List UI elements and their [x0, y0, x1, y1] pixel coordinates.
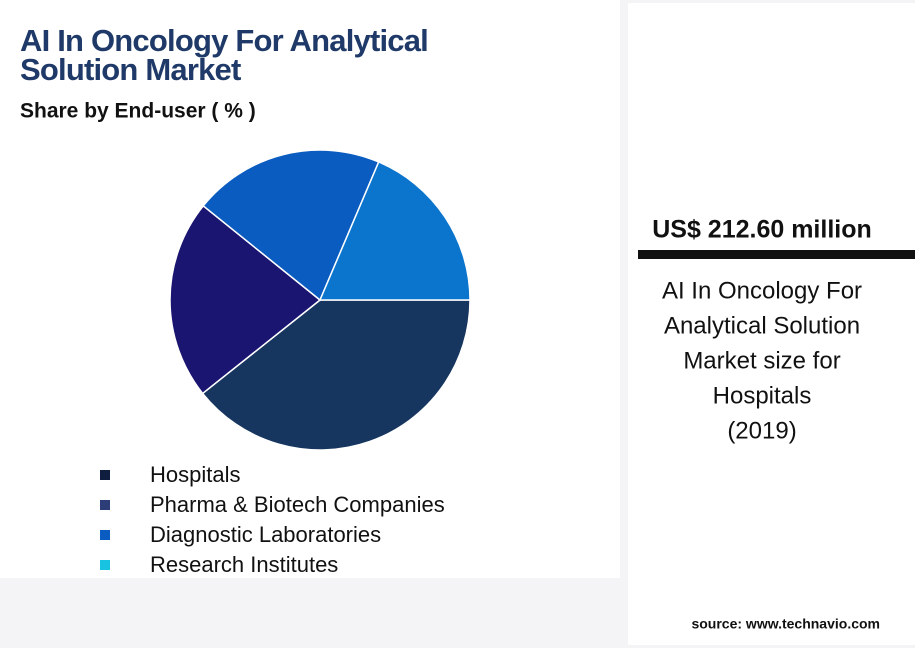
highlight-description: Market size for [683, 347, 840, 374]
highlight-description: AI In Oncology For [662, 277, 862, 304]
legend-label: Research Institutes [150, 552, 338, 577]
right-panel [628, 3, 915, 645]
legend-label: Diagnostic Laboratories [150, 522, 381, 547]
pie-slice [202, 149, 380, 302]
divider-bar [638, 250, 915, 259]
pie-slice [318, 160, 471, 301]
legend-label: Hospitals [150, 462, 240, 487]
chart-title: AI In Oncology For Analytical [20, 23, 428, 58]
source: source: www.technavio.com [691, 616, 880, 632]
chart-title: Solution Market [20, 52, 241, 87]
pie-slice [201, 299, 471, 451]
highlight-description: (2019) [727, 417, 796, 444]
legend-swatch [100, 500, 110, 510]
legend-label: Pharma & Biotech Companies [150, 492, 445, 517]
highlight-description: Analytical Solution [664, 312, 860, 339]
legend-swatch [100, 470, 110, 480]
legend-swatch [100, 530, 110, 540]
pie-slice [169, 204, 322, 395]
legend-swatch [100, 560, 110, 570]
highlight-value: US$ 212.60 million [652, 216, 872, 244]
highlight-description: Hospitals [713, 382, 812, 409]
chart-subtitle: Share by End-user ( % ) [20, 100, 256, 123]
